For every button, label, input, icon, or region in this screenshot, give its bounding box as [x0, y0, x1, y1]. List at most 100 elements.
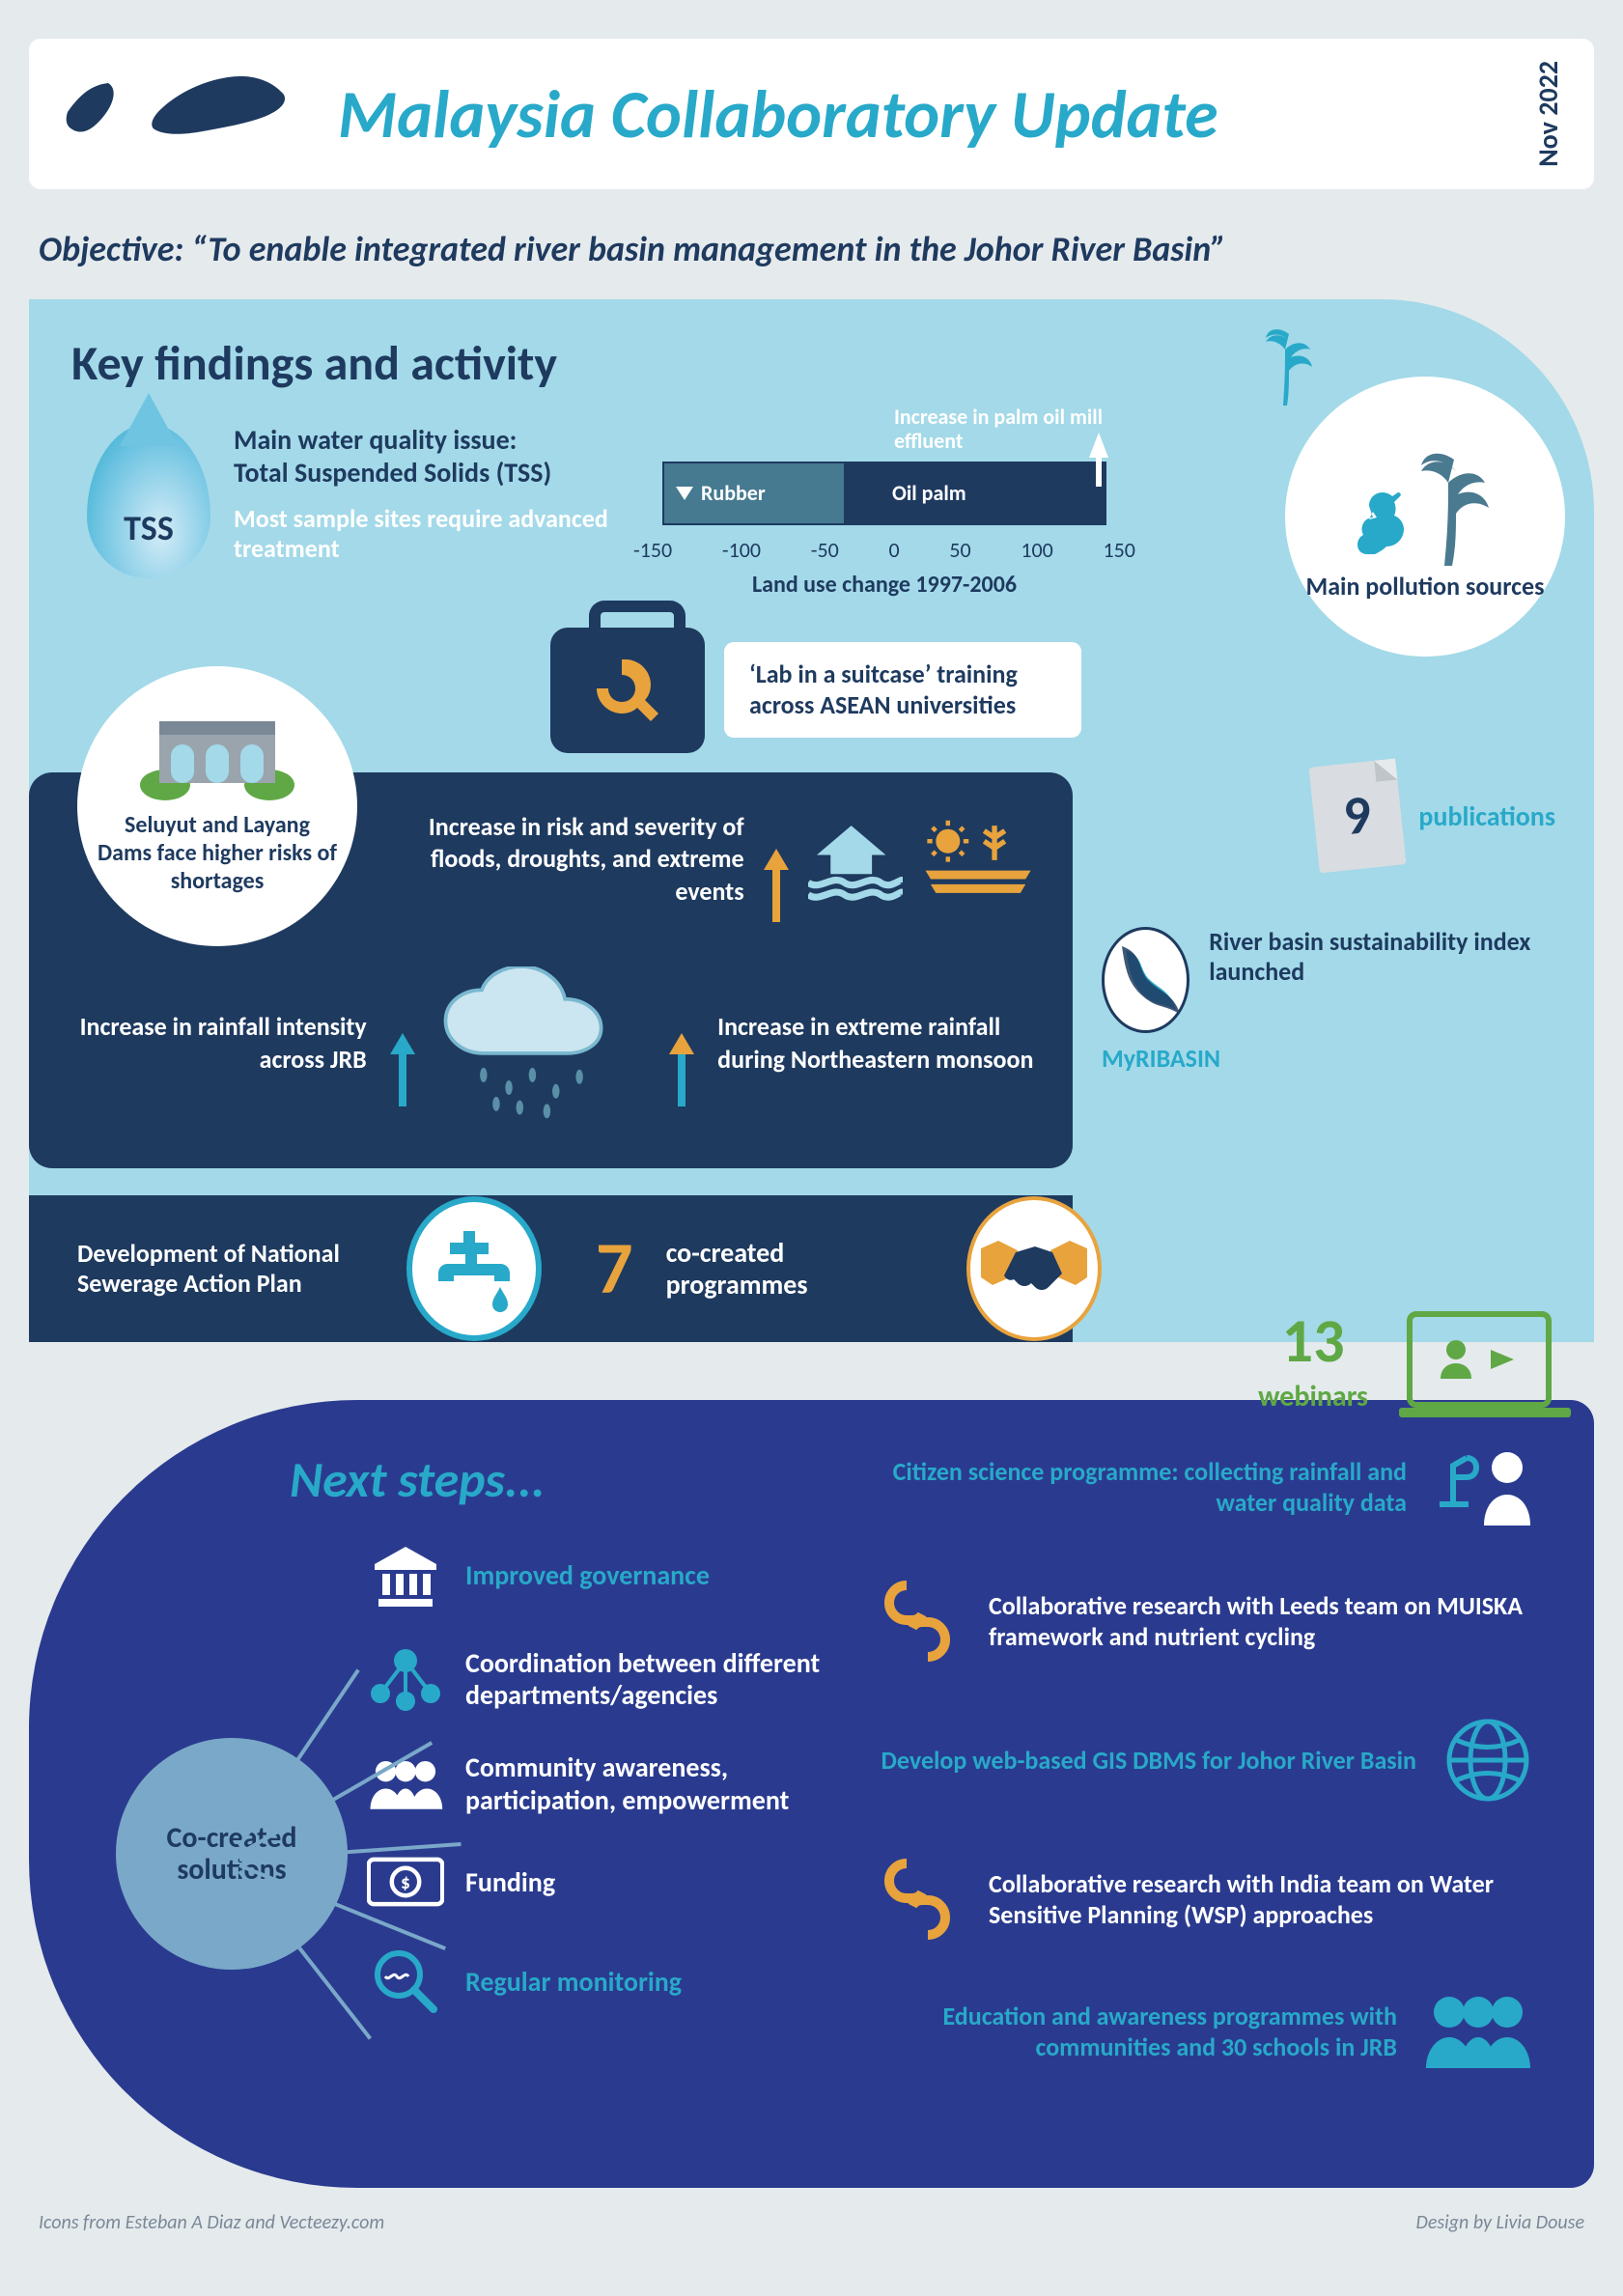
drought-icon: [922, 816, 1034, 903]
tick: -50: [811, 537, 839, 563]
magnify-icon: [367, 1947, 444, 2015]
header-card: Malaysia Collaboratory Update Nov 2022: [29, 39, 1594, 189]
handshake-icon: [981, 1235, 1087, 1302]
programmes-number: 7: [596, 1224, 633, 1313]
right-item: Citizen science programme: collecting ra…: [869, 1448, 1536, 1526]
cloud-row: Increase in rainfall intensity across JR…: [77, 966, 1034, 1120]
suitcase-text: ‘Lab in a suitcase’ training across ASEA…: [724, 642, 1081, 737]
tick: -100: [722, 537, 761, 563]
next-left: Next steps... Co-created solutions Impro…: [116, 1448, 830, 2120]
right-text: Citizen science programme: collecting ra…: [869, 1456, 1407, 1519]
arrow-up-icon: [1089, 433, 1108, 458]
arrow-up-icon: .cloud-row .arrow-up::after{background:#…: [390, 1033, 415, 1054]
handshake-circle: [966, 1196, 1102, 1341]
objective-text: Objective: “To enable integrated river b…: [39, 228, 1584, 270]
right-text: Develop web-based GIS DBMS for Johor Riv…: [881, 1745, 1416, 1777]
globe-icon: [1440, 1717, 1536, 1804]
malaysia-icon: [58, 56, 309, 172]
landuse-rubber: Rubber: [664, 463, 844, 523]
spoke-item: Community awareness, participation, empo…: [367, 1751, 830, 1816]
faucet-circle: [406, 1196, 542, 1341]
next-right: Citizen science programme: collecting ra…: [869, 1448, 1536, 2120]
right-item: Collaborative research with Leeds team o…: [869, 1578, 1536, 1665]
risk-row: Increase in risk and severity of floods,…: [425, 811, 1034, 909]
people-icon: [367, 1756, 444, 1812]
link-icon: [869, 1578, 965, 1665]
flood-house-icon: [808, 816, 903, 903]
myribasin-name: MyRIBASIN: [1102, 1043, 1220, 1074]
pollution-label: Main pollution sources: [1306, 572, 1545, 602]
landuse-bar: Rubber Oil palm: [662, 462, 1106, 525]
tss-line1: Main water quality issue:: [234, 424, 610, 457]
programmes-label: co-created programmes: [666, 1237, 913, 1302]
publications-number: 9: [1341, 782, 1375, 851]
right-item: Education and awareness programmes with …: [869, 1995, 1536, 2068]
group-icon: [1420, 1995, 1536, 2068]
right-text: Collaborative research with Leeds team o…: [989, 1590, 1536, 1653]
dam-circle: Seluyut and Layang Dams face higher risk…: [77, 666, 357, 946]
landuse-axis: -150 -100 -50 0 50 100 150: [633, 537, 1135, 563]
programmes-left: Development of National Sewerage Action …: [77, 1239, 381, 1299]
page: Malaysia Collaboratory Update Nov 2022 O…: [0, 39, 1623, 2234]
tick: 50: [949, 537, 970, 563]
publications-badge: 9 publications: [1314, 763, 1555, 869]
webinars-label: webinars: [1258, 1379, 1368, 1414]
right-text: Education and awareness programmes with …: [869, 2001, 1397, 2063]
dam-label: Seluyut and Layang Dams face higher risk…: [77, 812, 357, 895]
right-item: Develop web-based GIS DBMS for Johor Riv…: [869, 1717, 1536, 1804]
spoke-text: Community awareness, participation, empo…: [465, 1751, 830, 1816]
webinars-block: 13 webinars: [1258, 1303, 1552, 1414]
spoke-text: Coordination between different departmen…: [465, 1647, 830, 1712]
tick: -150: [633, 537, 672, 563]
faucet-icon: [431, 1225, 518, 1312]
dam-icon: [140, 715, 294, 802]
laptop-icon: [1407, 1311, 1552, 1408]
nodes-icon: [367, 1645, 444, 1713]
landuse-axis-label: Land use change 1997-2006: [633, 571, 1135, 599]
tss-badge: TSS: [124, 507, 174, 549]
next-steps-section: Next steps... Co-created solutions Impro…: [29, 1400, 1594, 2188]
tick: 100: [1021, 537, 1052, 563]
next-heading: Next steps...: [290, 1448, 830, 1510]
rubber-label: Rubber: [701, 480, 766, 506]
svg-text:$: $: [401, 1872, 410, 1895]
climate-block: Seluyut and Layang Dams face higher risk…: [29, 772, 1073, 1169]
spoke-text: Funding: [465, 1866, 555, 1899]
link-icon: [869, 1856, 965, 1943]
spoke-item: Coordination between different departmen…: [367, 1645, 830, 1713]
oilpalm-label: Oil palm: [892, 480, 966, 506]
tick: 150: [1103, 537, 1134, 563]
findings-section: Key findings and activity TSS Main water…: [29, 299, 1594, 1342]
myribasin-icon: [1102, 927, 1189, 1033]
findings-heading: Key findings and activity: [29, 334, 1594, 393]
arrow-down-icon: [676, 487, 693, 500]
tick: 0: [888, 537, 899, 563]
spoke-item: Regular monitoring: [367, 1947, 830, 2015]
scientist-icon: [1430, 1448, 1536, 1526]
spoke-text: Improved governance: [465, 1559, 710, 1592]
landuse-oilpalm: Oil palm: [844, 463, 1105, 523]
page-title: Malaysia Collaboratory Update: [338, 72, 1512, 155]
tss-drop-icon: TSS: [87, 424, 210, 578]
pollution-circle: Main pollution sources: [1285, 377, 1565, 657]
footer: Icons from Esteban A Diaz and Vecteezy.c…: [39, 2211, 1584, 2234]
tss-line2: Total Suspended Solids (TSS): [234, 457, 610, 490]
rooster-palm-icon: [1338, 431, 1512, 566]
webinars-number: 13: [1258, 1303, 1368, 1379]
myribasin-block: River basin sustainability index launche…: [1102, 927, 1555, 1033]
bank-icon: [367, 1545, 444, 1607]
rain-right: Increase in extreme rainfall during Nort…: [717, 1011, 1034, 1077]
cloud-rain-icon: [438, 966, 646, 1120]
right-text: Collaborative research with India team o…: [989, 1868, 1536, 1931]
footer-right: Design by Livia Douse: [1416, 2211, 1584, 2234]
risk-text: Increase in risk and severity of floods,…: [425, 811, 744, 909]
landuse-chart: Increase in palm oil mill effluent Rubbe…: [633, 424, 1135, 599]
right-item: Collaborative research with India team o…: [869, 1856, 1536, 1943]
spoke-item: Improved governance: [367, 1545, 830, 1607]
spoke-text: Regular monitoring: [465, 1966, 682, 1999]
suitcase-icon: [550, 628, 705, 753]
note-icon: 9: [1309, 759, 1407, 874]
footer-left: Icons from Esteban A Diaz and Vecteezy.c…: [39, 2211, 384, 2234]
tss-sub: Most sample sites require advanced treat…: [234, 504, 610, 564]
arrow-up-icon: [669, 1033, 694, 1054]
